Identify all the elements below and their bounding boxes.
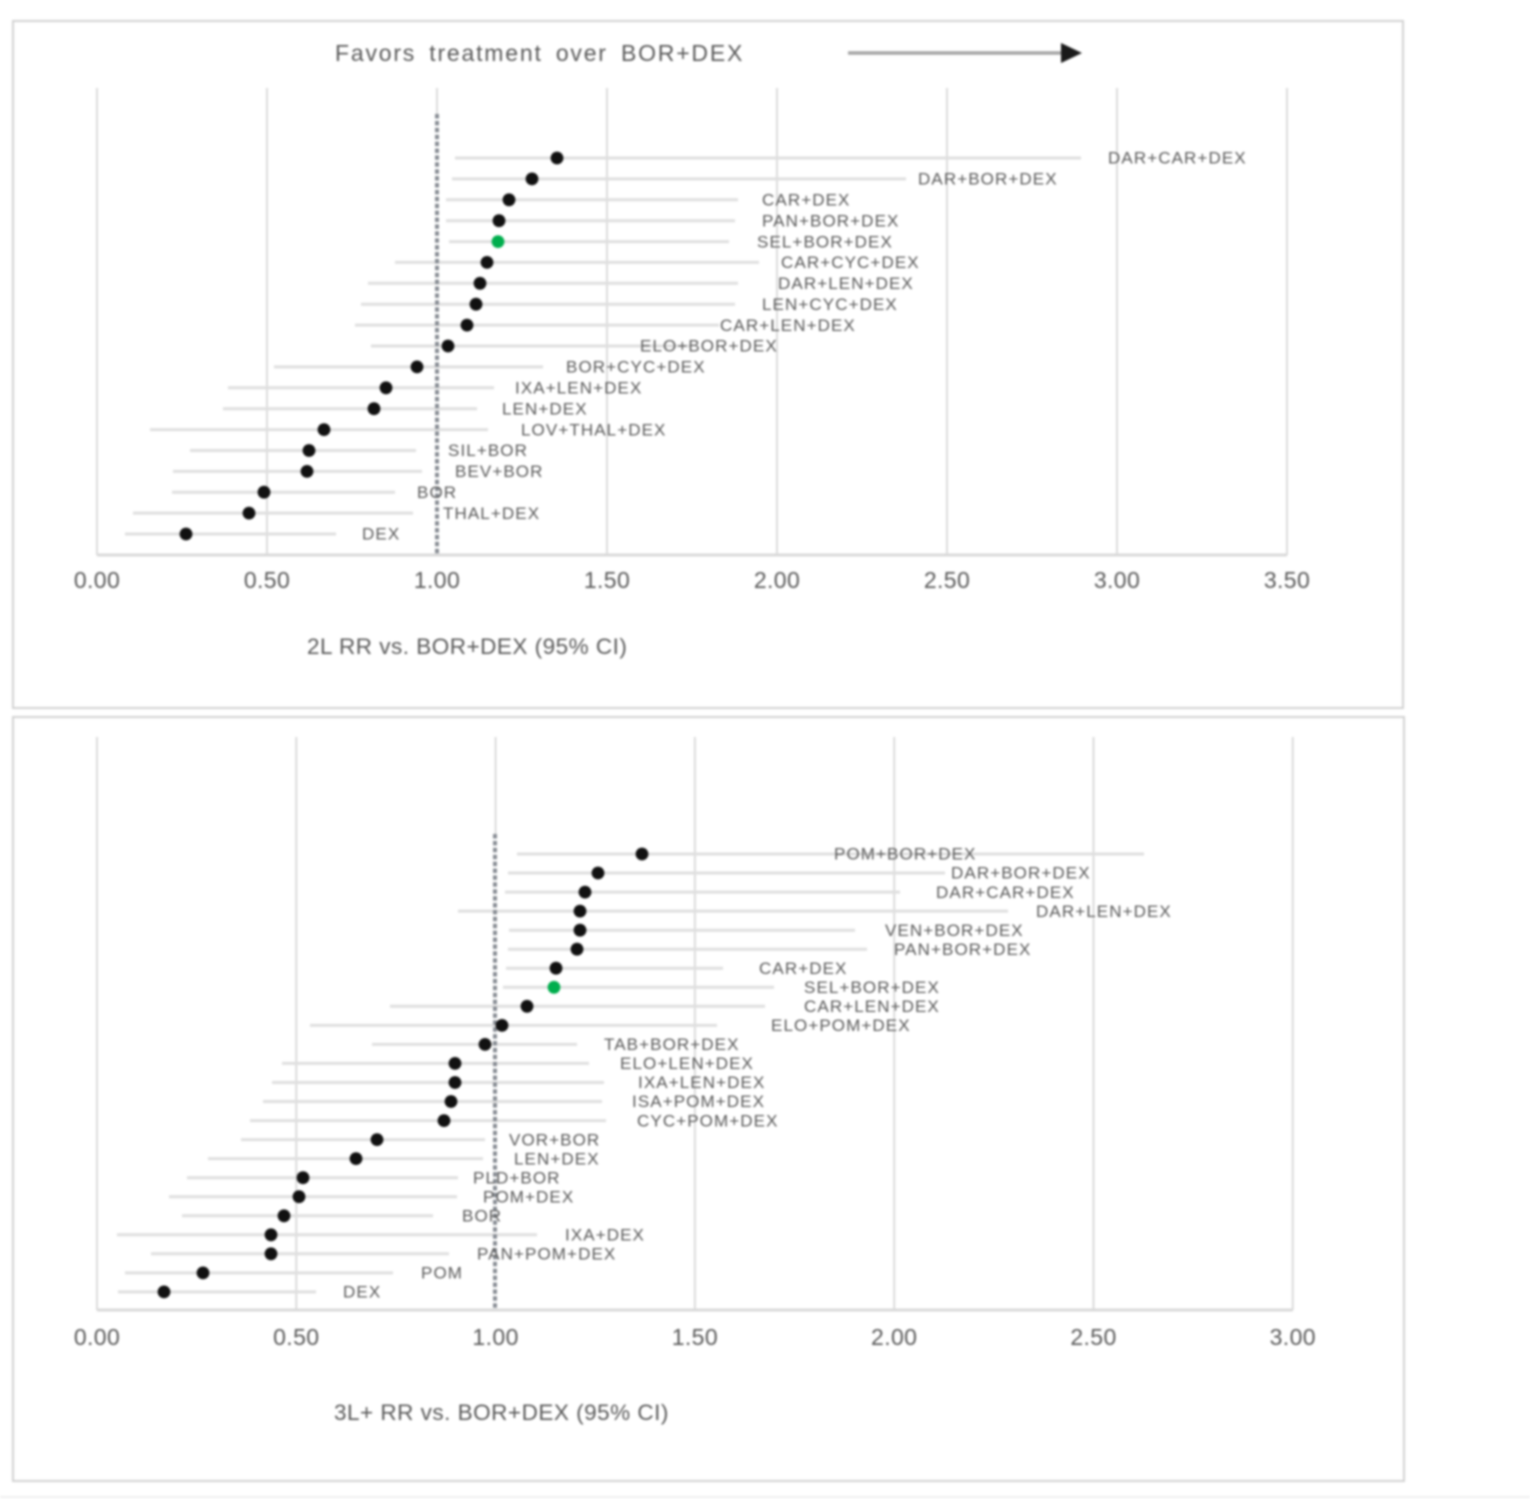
svg-text:SEL+BOR+DEX: SEL+BOR+DEX: [804, 978, 940, 997]
svg-text:3.00: 3.00: [1270, 1324, 1316, 1350]
svg-text:THAL+DEX: THAL+DEX: [443, 504, 540, 523]
svg-text:LEN+DEX: LEN+DEX: [502, 399, 588, 418]
svg-text:LEN+DEX: LEN+DEX: [514, 1149, 600, 1168]
svg-text:PAN+BOR+DEX: PAN+BOR+DEX: [762, 211, 899, 230]
svg-text:CAR+CYC+DEX: CAR+CYC+DEX: [781, 253, 920, 272]
svg-text:BEV+BOR: BEV+BOR: [455, 462, 543, 481]
svg-text:2.50: 2.50: [924, 567, 970, 593]
svg-text:VOR+BOR: VOR+BOR: [509, 1130, 600, 1149]
svg-text:CAR+DEX: CAR+DEX: [759, 959, 847, 978]
svg-text:2.00: 2.00: [871, 1324, 917, 1350]
svg-text:1.50: 1.50: [584, 567, 630, 593]
svg-text:BOR+CYC+DEX: BOR+CYC+DEX: [566, 358, 706, 377]
svg-text:3.00: 3.00: [1094, 567, 1140, 593]
svg-text:0.50: 0.50: [244, 567, 290, 593]
svg-text:POM+DEX: POM+DEX: [483, 1187, 574, 1206]
svg-text:DAR+CAR+DEX: DAR+CAR+DEX: [1108, 149, 1247, 168]
svg-text:PLD+BOR: PLD+BOR: [473, 1168, 561, 1187]
svg-text:DEX: DEX: [362, 525, 400, 544]
svg-text:ELO+POM+DEX: ELO+POM+DEX: [771, 1016, 911, 1035]
svg-text:ELO+LEN+DEX: ELO+LEN+DEX: [620, 1054, 754, 1073]
svg-text:DEX: DEX: [343, 1283, 381, 1302]
svg-text:1.50: 1.50: [672, 1324, 718, 1350]
svg-text:LEN+CYC+DEX: LEN+CYC+DEX: [762, 295, 898, 314]
svg-text:0.50: 0.50: [273, 1324, 319, 1350]
svg-text:IXA+LEN+DEX: IXA+LEN+DEX: [638, 1073, 765, 1092]
svg-text:0.00: 0.00: [74, 567, 120, 593]
svg-text:TAB+BOR+DEX: TAB+BOR+DEX: [604, 1035, 740, 1054]
svg-text:Favors treatment over BOR+DEX: Favors treatment over BOR+DEX: [335, 40, 744, 66]
svg-text:DAR+CAR+DEX: DAR+CAR+DEX: [936, 883, 1075, 902]
svg-text:VEN+BOR+DEX: VEN+BOR+DEX: [885, 921, 1024, 940]
svg-text:IXA+LEN+DEX: IXA+LEN+DEX: [515, 379, 642, 398]
svg-text:SEL+BOR+DEX: SEL+BOR+DEX: [757, 232, 893, 251]
svg-text:2.00: 2.00: [754, 567, 800, 593]
svg-text:3L+ RR vs. BOR+DEX (95% CI): 3L+ RR vs. BOR+DEX (95% CI): [334, 1400, 669, 1425]
svg-text:2.50: 2.50: [1070, 1324, 1116, 1350]
svg-text:POM+BOR+DEX: POM+BOR+DEX: [834, 845, 976, 864]
svg-text:LOV+THAL+DEX: LOV+THAL+DEX: [521, 420, 666, 439]
svg-text:3.50: 3.50: [1264, 567, 1310, 593]
svg-text:BOR: BOR: [462, 1207, 502, 1226]
svg-text:1.00: 1.00: [472, 1324, 518, 1350]
svg-text:DAR+BOR+DEX: DAR+BOR+DEX: [918, 170, 1058, 189]
svg-text:CAR+DEX: CAR+DEX: [762, 191, 850, 210]
svg-text:DAR+LEN+DEX: DAR+LEN+DEX: [1036, 902, 1172, 921]
svg-text:DAR+LEN+DEX: DAR+LEN+DEX: [778, 274, 914, 293]
svg-text:0.00: 0.00: [74, 1324, 120, 1350]
svg-text:SIL+BOR: SIL+BOR: [448, 441, 528, 460]
svg-text:1.00: 1.00: [414, 567, 460, 593]
svg-text:DAR+BOR+DEX: DAR+BOR+DEX: [951, 864, 1091, 883]
svg-text:CYC+POM+DEX: CYC+POM+DEX: [637, 1111, 779, 1130]
svg-text:CAR+LEN+DEX: CAR+LEN+DEX: [720, 316, 856, 335]
svg-text:BOR: BOR: [417, 483, 457, 502]
svg-text:PAN+BOR+DEX: PAN+BOR+DEX: [894, 940, 1031, 959]
svg-text:IXA+DEX: IXA+DEX: [565, 1226, 645, 1245]
svg-text:PAN+POM+DEX: PAN+POM+DEX: [477, 1245, 616, 1264]
svg-text:ELO+BOR+DEX: ELO+BOR+DEX: [640, 337, 778, 356]
svg-text:2L RR vs. BOR+DEX (95% CI): 2L RR vs. BOR+DEX (95% CI): [307, 634, 627, 659]
svg-text:CAR+LEN+DEX: CAR+LEN+DEX: [804, 997, 940, 1016]
svg-text:POM: POM: [421, 1264, 463, 1283]
svg-text:ISA+POM+DEX: ISA+POM+DEX: [632, 1092, 765, 1111]
